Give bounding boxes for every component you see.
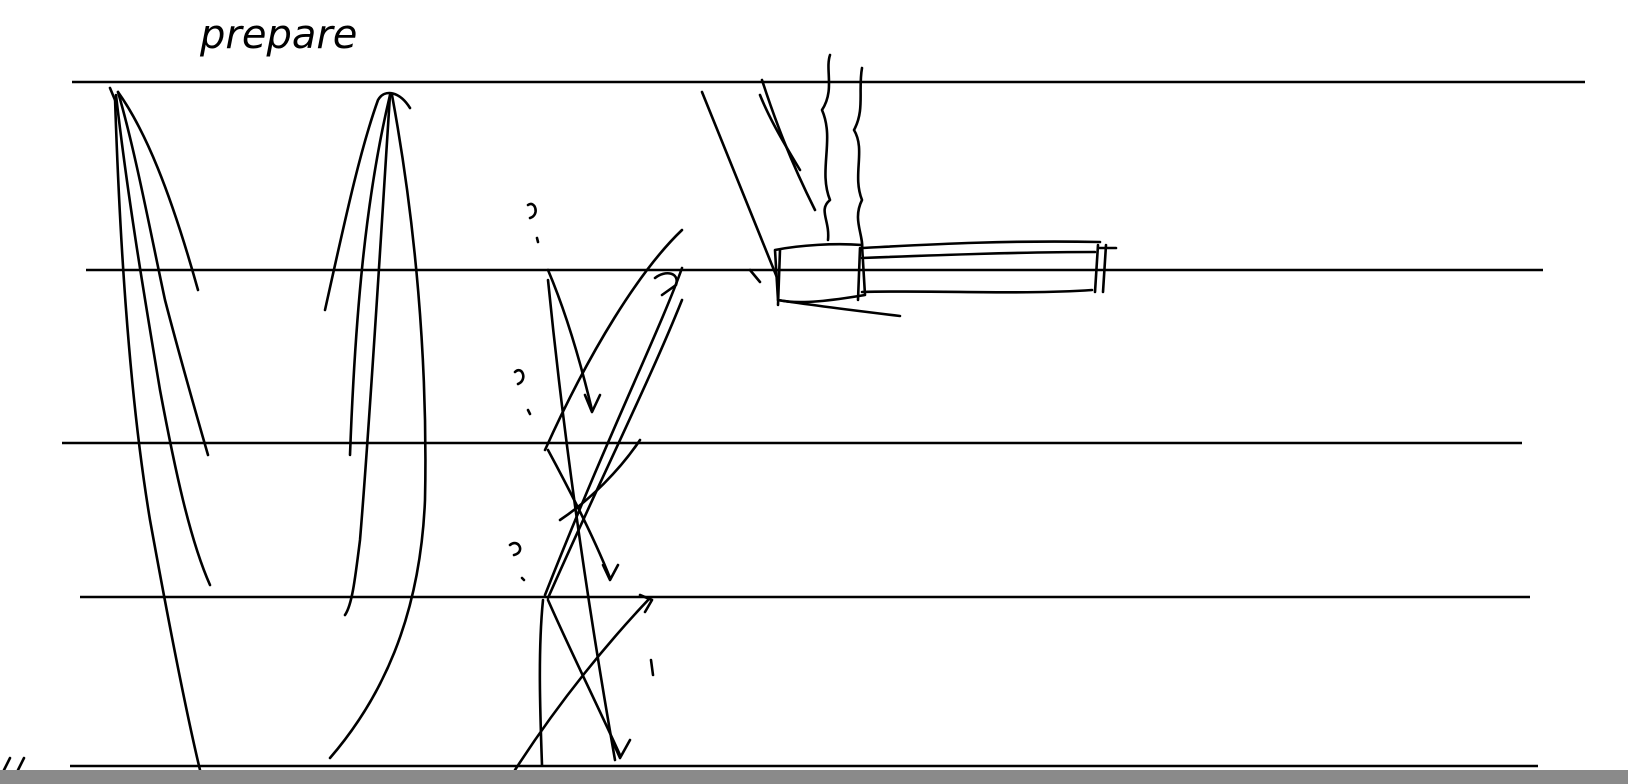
beam-structure-group — [700, 53, 1118, 318]
arch-stroke-group — [323, 91, 427, 760]
zigzag-stroke-group — [508, 202, 684, 772]
prepare-label: prepare — [199, 12, 357, 58]
corner-mark — [2, 756, 26, 772]
left-stroke-group — [108, 86, 212, 772]
bottom-scrollbar[interactable] — [0, 770, 1628, 784]
